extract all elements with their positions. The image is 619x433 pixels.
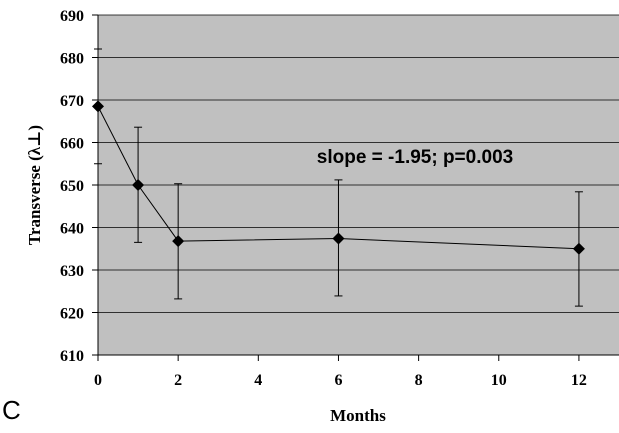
data-point-diamond — [172, 235, 185, 248]
x-tick-label: 6 — [334, 372, 342, 389]
y-axis-ticks: 610 620 630 640 650 660 670 680 690 — [60, 8, 98, 365]
x-tick-label: 0 — [94, 372, 102, 389]
y-tick-label: 690 — [60, 8, 84, 25]
x-tick-label: 2 — [174, 372, 182, 389]
x-tick-label: 12 — [571, 372, 587, 389]
plot-area — [97, 14, 619, 356]
x-axis-title: Months — [330, 406, 386, 425]
data-point-diamond — [572, 242, 585, 255]
y-axis-title: Transverse (λ⊥) — [25, 125, 44, 245]
gridlines — [98, 14, 619, 313]
x-tick-label: 4 — [254, 372, 262, 389]
y-tick-label: 680 — [60, 51, 84, 68]
y-tick-label: 670 — [60, 93, 84, 110]
y-tick-label: 630 — [60, 263, 84, 280]
y-tick-label: 640 — [60, 221, 84, 238]
x-axis-ticks: 0 2 4 6 8 10 12 — [94, 355, 587, 389]
y-tick-label: 660 — [60, 136, 84, 153]
y-tick-label: 610 — [60, 348, 84, 365]
x-tick-label: 10 — [491, 372, 507, 389]
series-layer — [92, 48, 585, 307]
data-point-diamond — [332, 232, 345, 245]
y-tick-label: 650 — [60, 178, 84, 195]
panel-label: C — [2, 395, 21, 425]
data-point-diamond — [92, 100, 104, 113]
x-tick-label: 8 — [415, 372, 423, 389]
data-point-diamond — [132, 179, 145, 191]
slope-annotation: slope = -1.95; p=0.003 — [317, 147, 513, 168]
y-tick-label: 620 — [60, 306, 84, 323]
